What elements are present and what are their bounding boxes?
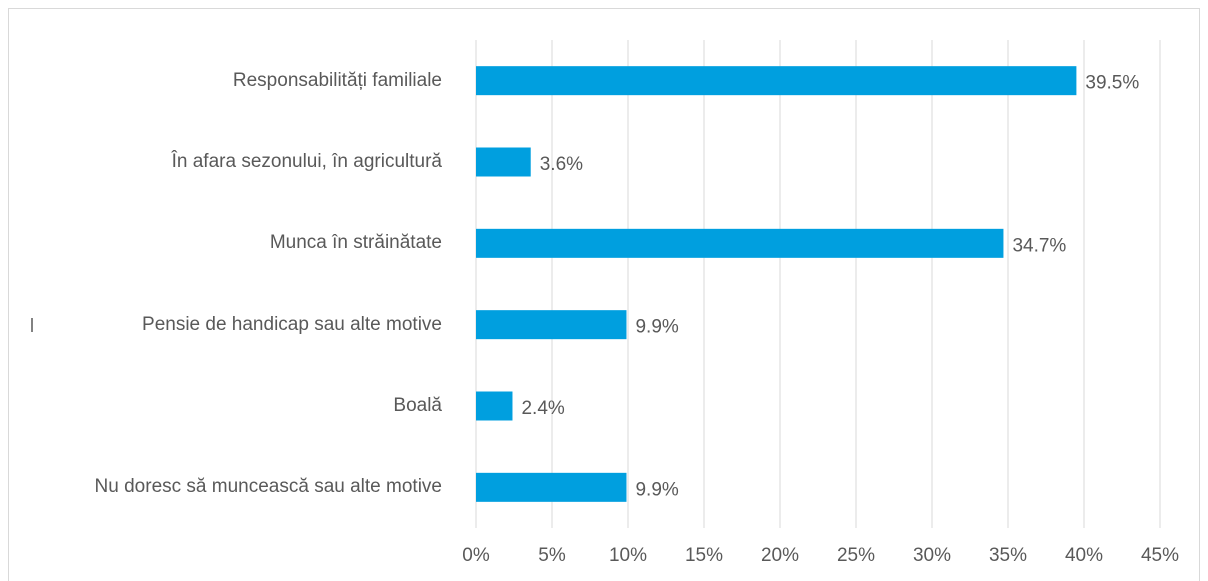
value-label: 34.7% [1012,235,1066,256]
x-tick-label: 15% [685,545,723,566]
bar [476,310,627,340]
x-tick-label: 20% [761,545,799,566]
bar [476,391,513,421]
x-tick-label: 30% [913,545,951,566]
x-tick-label: 25% [837,545,875,566]
value-label: 9.9% [635,317,678,338]
value-label: 9.9% [635,479,678,500]
x-tick-label: 35% [989,545,1027,566]
x-tick-label: 40% [1065,545,1103,566]
value-label: 39.5% [1085,73,1139,94]
chart-border [8,8,1200,581]
x-tick-label: 0% [462,545,490,566]
x-tick-label: 45% [1141,545,1179,566]
value-label: 3.6% [540,154,583,175]
bar [476,147,531,177]
x-tick-label: 5% [538,545,566,566]
value-label: 2.4% [521,398,564,419]
x-tick-label: 10% [609,545,647,566]
category-label: Boală [393,395,442,416]
category-label: Nu doresc să muncească sau alte motive [94,476,442,498]
category-label: Responsabilități familiale [232,69,442,91]
category-label: În afara sezonului, în agricultură [171,151,442,172]
category-label: Pensie de handicap sau alte motive [142,313,442,335]
bar [476,66,1077,96]
category-label: Munca în străinătate [269,232,442,254]
bar [476,228,1004,258]
bar [476,472,627,502]
